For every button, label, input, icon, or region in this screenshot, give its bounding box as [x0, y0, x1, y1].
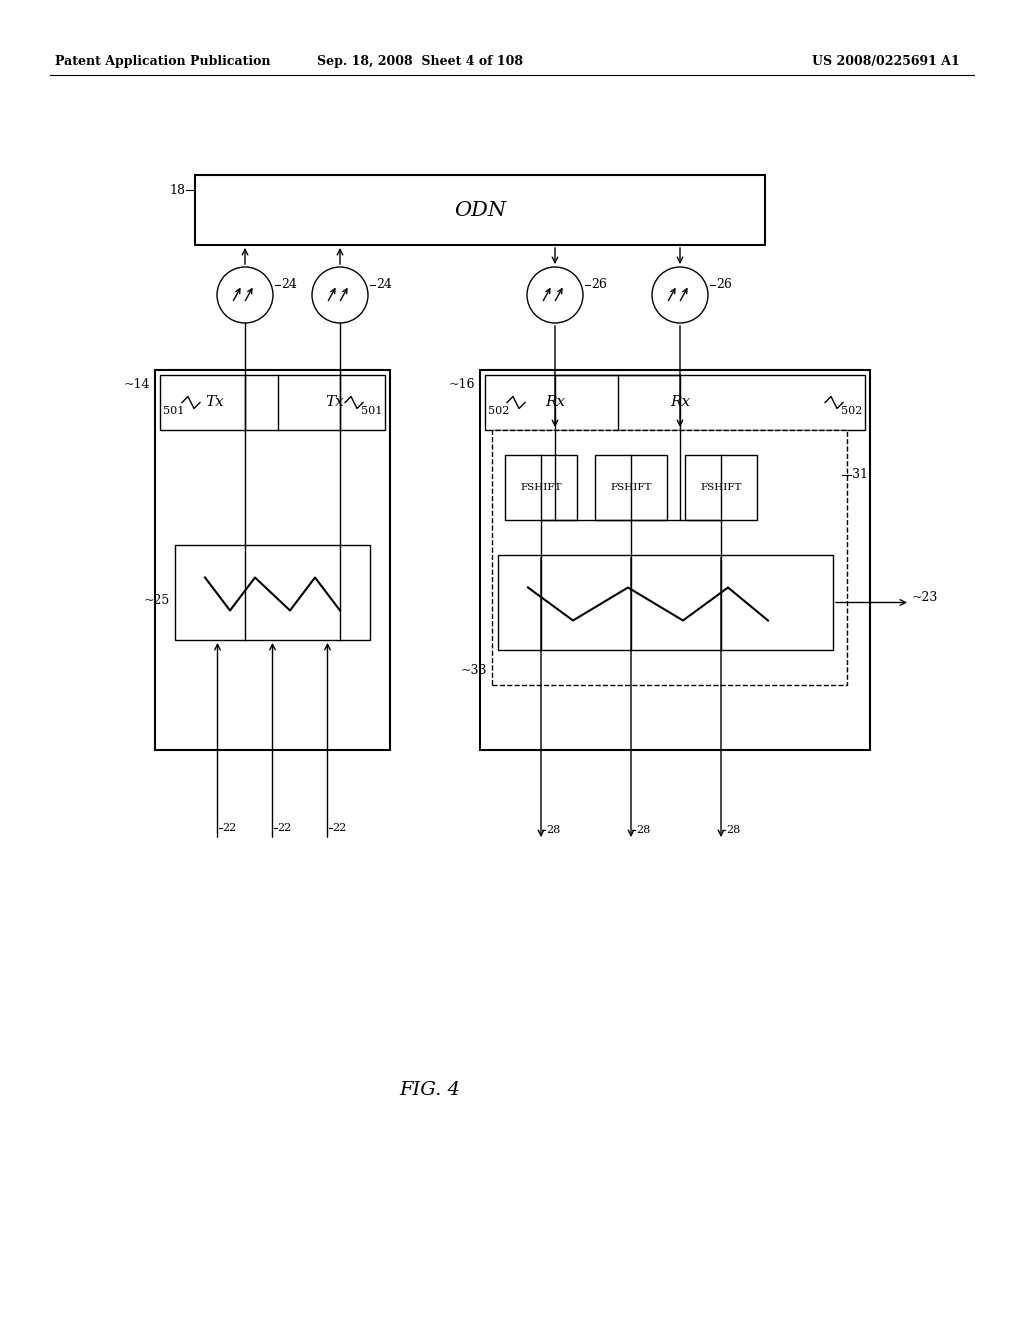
- Text: 24: 24: [281, 279, 297, 292]
- Text: 31: 31: [852, 469, 868, 482]
- Text: FSHIFT: FSHIFT: [700, 483, 741, 492]
- Bar: [175, 545, 370, 640]
- Text: Patent Application Publication: Patent Application Publication: [55, 55, 270, 69]
- Bar: [505, 455, 577, 520]
- Text: ~23: ~23: [912, 591, 938, 605]
- Text: Tx: Tx: [326, 396, 344, 409]
- Text: FSHIFT: FSHIFT: [610, 483, 651, 492]
- Text: 502: 502: [841, 405, 862, 416]
- Bar: [485, 375, 865, 430]
- Bar: [595, 455, 667, 520]
- Bar: [498, 554, 833, 649]
- Bar: [195, 176, 765, 246]
- Text: FSHIFT: FSHIFT: [520, 483, 562, 492]
- Text: 22: 22: [222, 822, 237, 833]
- Text: 28: 28: [726, 825, 740, 836]
- Text: ~16: ~16: [449, 379, 475, 392]
- Text: 18: 18: [169, 183, 185, 197]
- Bar: [155, 370, 390, 750]
- Bar: [685, 455, 757, 520]
- Text: Tx: Tx: [206, 396, 224, 409]
- Text: 28: 28: [636, 825, 650, 836]
- Text: 501: 501: [163, 405, 184, 416]
- Bar: [160, 375, 385, 430]
- Text: Rx: Rx: [670, 396, 690, 409]
- Text: 22: 22: [333, 822, 347, 833]
- Bar: [480, 370, 870, 750]
- Text: ODN: ODN: [454, 201, 506, 219]
- Text: ~33: ~33: [461, 664, 487, 676]
- Text: 26: 26: [591, 279, 607, 292]
- Bar: [492, 430, 847, 685]
- Text: US 2008/0225691 A1: US 2008/0225691 A1: [812, 55, 961, 69]
- Text: FIG. 4: FIG. 4: [399, 1081, 461, 1100]
- Text: 22: 22: [278, 822, 292, 833]
- Text: 26: 26: [716, 279, 732, 292]
- Text: Sep. 18, 2008  Sheet 4 of 108: Sep. 18, 2008 Sheet 4 of 108: [317, 55, 523, 69]
- Text: Rx: Rx: [545, 396, 565, 409]
- Text: 28: 28: [546, 825, 560, 836]
- Text: 24: 24: [376, 279, 392, 292]
- Text: ~25: ~25: [143, 594, 170, 607]
- Text: ~14: ~14: [124, 379, 150, 392]
- Text: 502: 502: [488, 405, 509, 416]
- Text: 501: 501: [360, 405, 382, 416]
